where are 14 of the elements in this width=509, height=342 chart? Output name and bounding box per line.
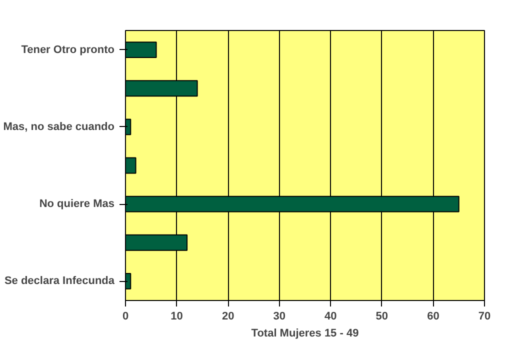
x-tick-label: 70 [478,310,491,322]
x-tick-label: 10 [170,310,183,322]
x-tick-label: 30 [273,310,286,322]
x-tick-label: 0 [122,310,129,322]
y-tick-label: Tener Otro pronto [21,44,115,56]
y-tick-label: Se declara Infecunda [4,275,116,288]
x-tick-label: 40 [324,310,337,322]
bar [126,157,136,174]
y-tick-label: No quiere Mas [39,198,115,210]
x-tick-label: 20 [222,310,234,322]
x-axis-title: Total Mujeres 15 - 49 [251,328,359,340]
y-tick-label: Mas, no sabe cuando [3,120,115,133]
x-tick-label: 60 [427,310,440,322]
x-tick-label: 50 [376,310,388,322]
